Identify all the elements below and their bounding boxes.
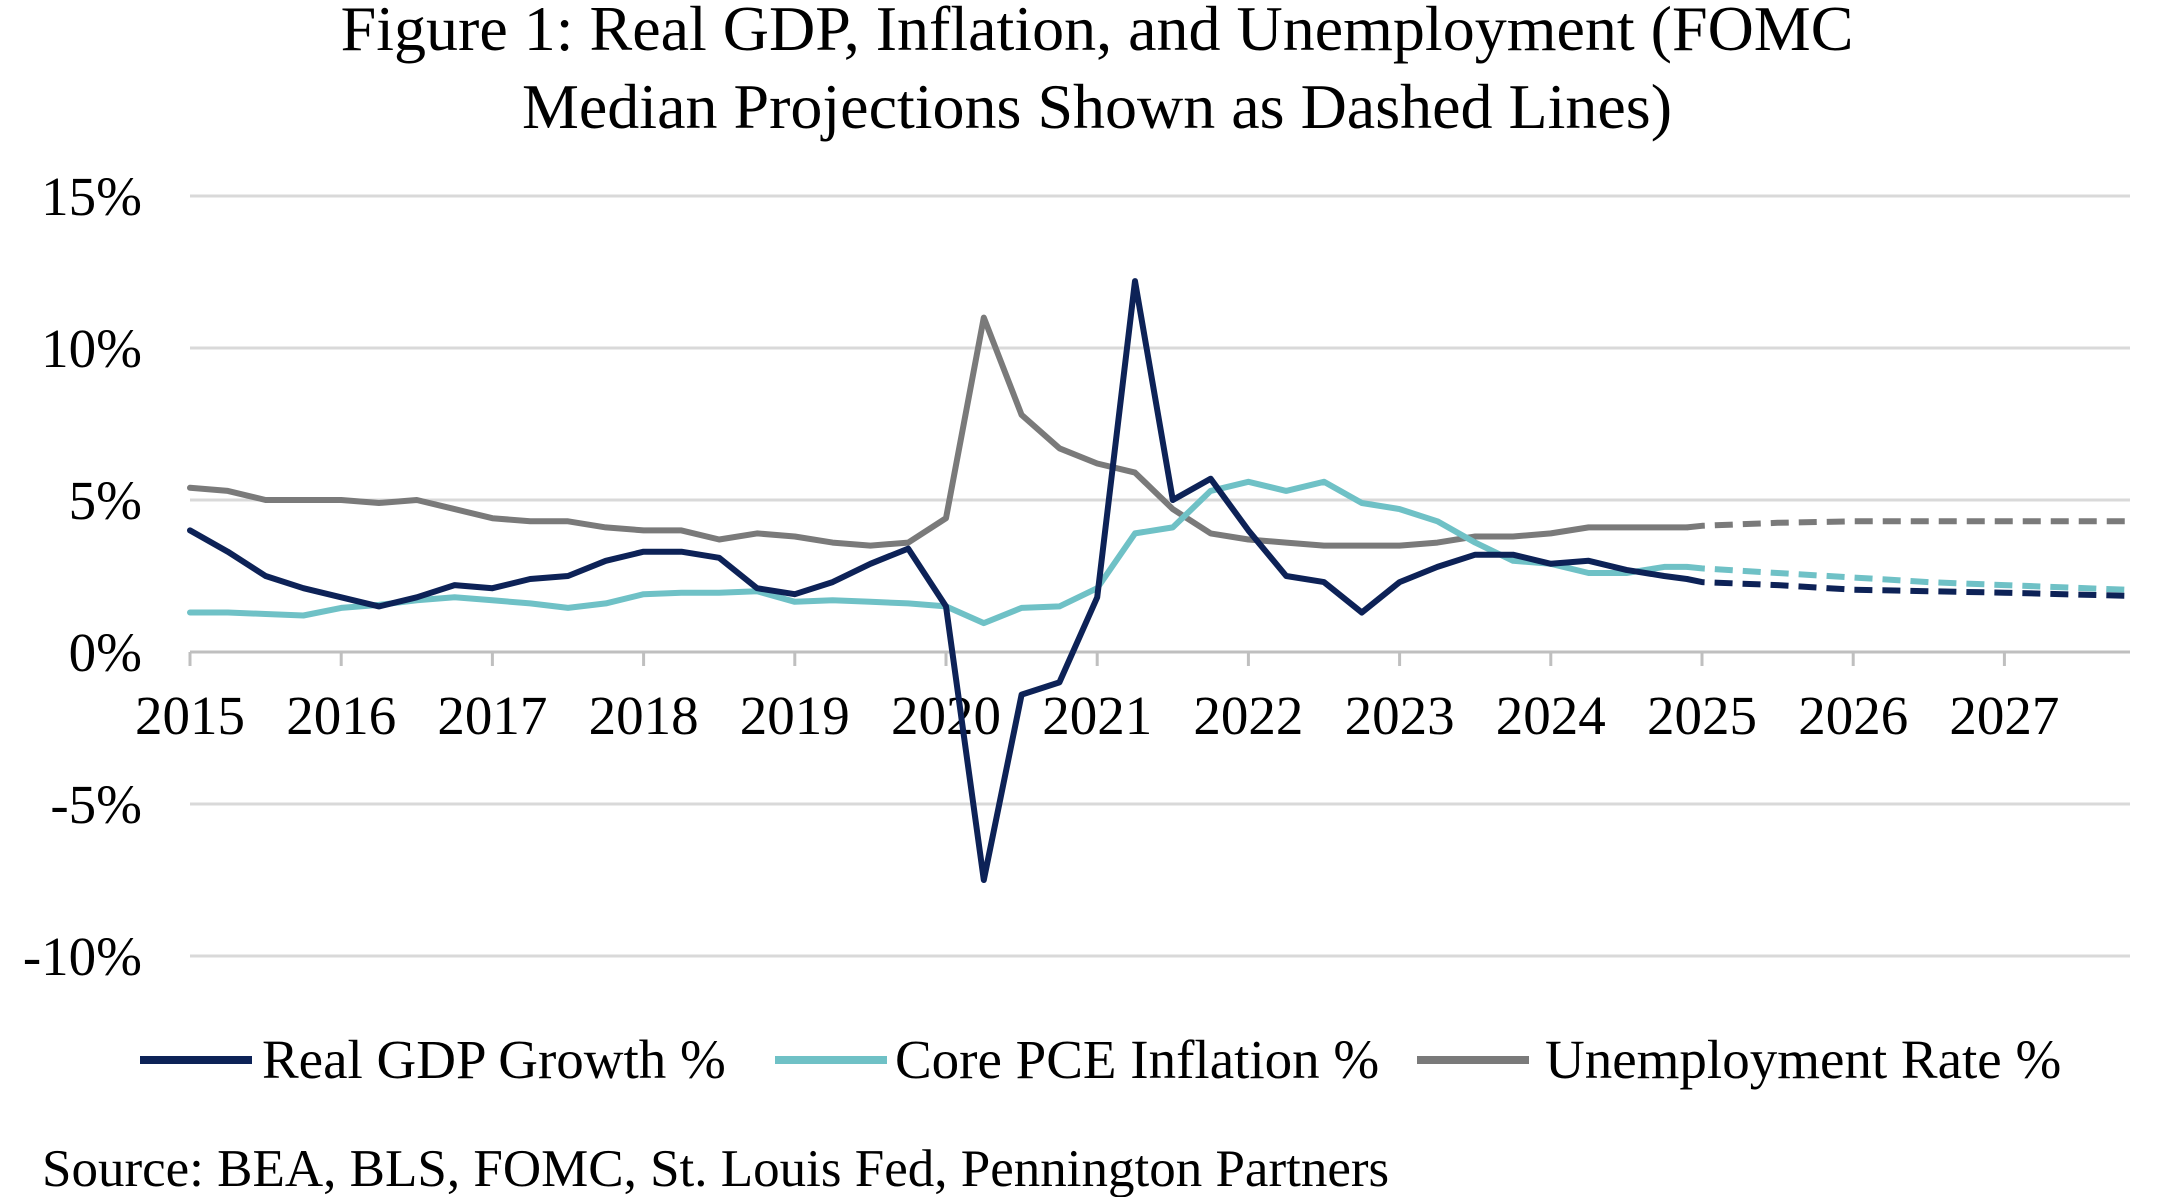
legend-label-real-gdp: Real GDP Growth %: [262, 1029, 726, 1090]
source-note: Source: BEA, BLS, FOMC, St. Louis Fed, P…: [42, 1140, 1389, 1197]
x-tick-label: 2023: [1345, 685, 1455, 746]
x-tick-label: 2019: [740, 685, 850, 746]
series-line-real-gdp-growth: [187, 278, 1690, 883]
y-tick-label: 10%: [41, 318, 142, 379]
x-tick-label: 2018: [589, 685, 699, 746]
y-tick-label: 5%: [69, 470, 142, 531]
x-tick-label: 2017: [437, 685, 547, 746]
x-tick-label: 2020: [891, 685, 1001, 746]
x-tick-label: 2015: [135, 685, 245, 746]
y-axis-ticks: 15% 10% 5% 0% -5% -10%: [23, 166, 142, 987]
y-tick-label: -10%: [23, 926, 142, 987]
series-lines: [187, 278, 2126, 883]
y-tick-label: 0%: [69, 622, 142, 683]
x-tick-label: 2024: [1496, 685, 1606, 746]
x-tick-label: 2027: [1949, 685, 2059, 746]
x-axis: [188, 650, 2130, 666]
series-line-unemployment-rate: [187, 314, 1690, 549]
y-tick-label: 15%: [41, 166, 142, 227]
legend: Real GDP Growth % Core PCE Inflation % U…: [140, 1029, 2061, 1090]
projection-line-real-gdp-growth: [1686, 576, 2126, 599]
y-tick-label: -5%: [50, 774, 142, 835]
x-axis-ticks: 2015 2016 2017 2018 2019 2020 2021 2022 2023 2024…: [135, 685, 2059, 746]
x-tick-label: 2016: [286, 685, 396, 746]
x-tick-label: 2026: [1798, 685, 1908, 746]
chart-title-line-1: Figure 1: Real GDP, Inflation, and Unemp…: [341, 0, 1854, 64]
legend-label-unemployment: Unemployment Rate %: [1545, 1029, 2061, 1090]
chart-title-line-2: Median Projections Shown as Dashed Lines…: [522, 71, 1672, 142]
x-tick-label: 2022: [1193, 685, 1303, 746]
projection-line-core-pce-inflation: [1686, 563, 2126, 593]
x-tick-label: 2021: [1042, 685, 1152, 746]
projection-line-unemployment-rate: [1686, 518, 2126, 531]
x-tick-label: 2025: [1647, 685, 1757, 746]
legend-label-core-pce: Core PCE Inflation %: [895, 1029, 1379, 1090]
